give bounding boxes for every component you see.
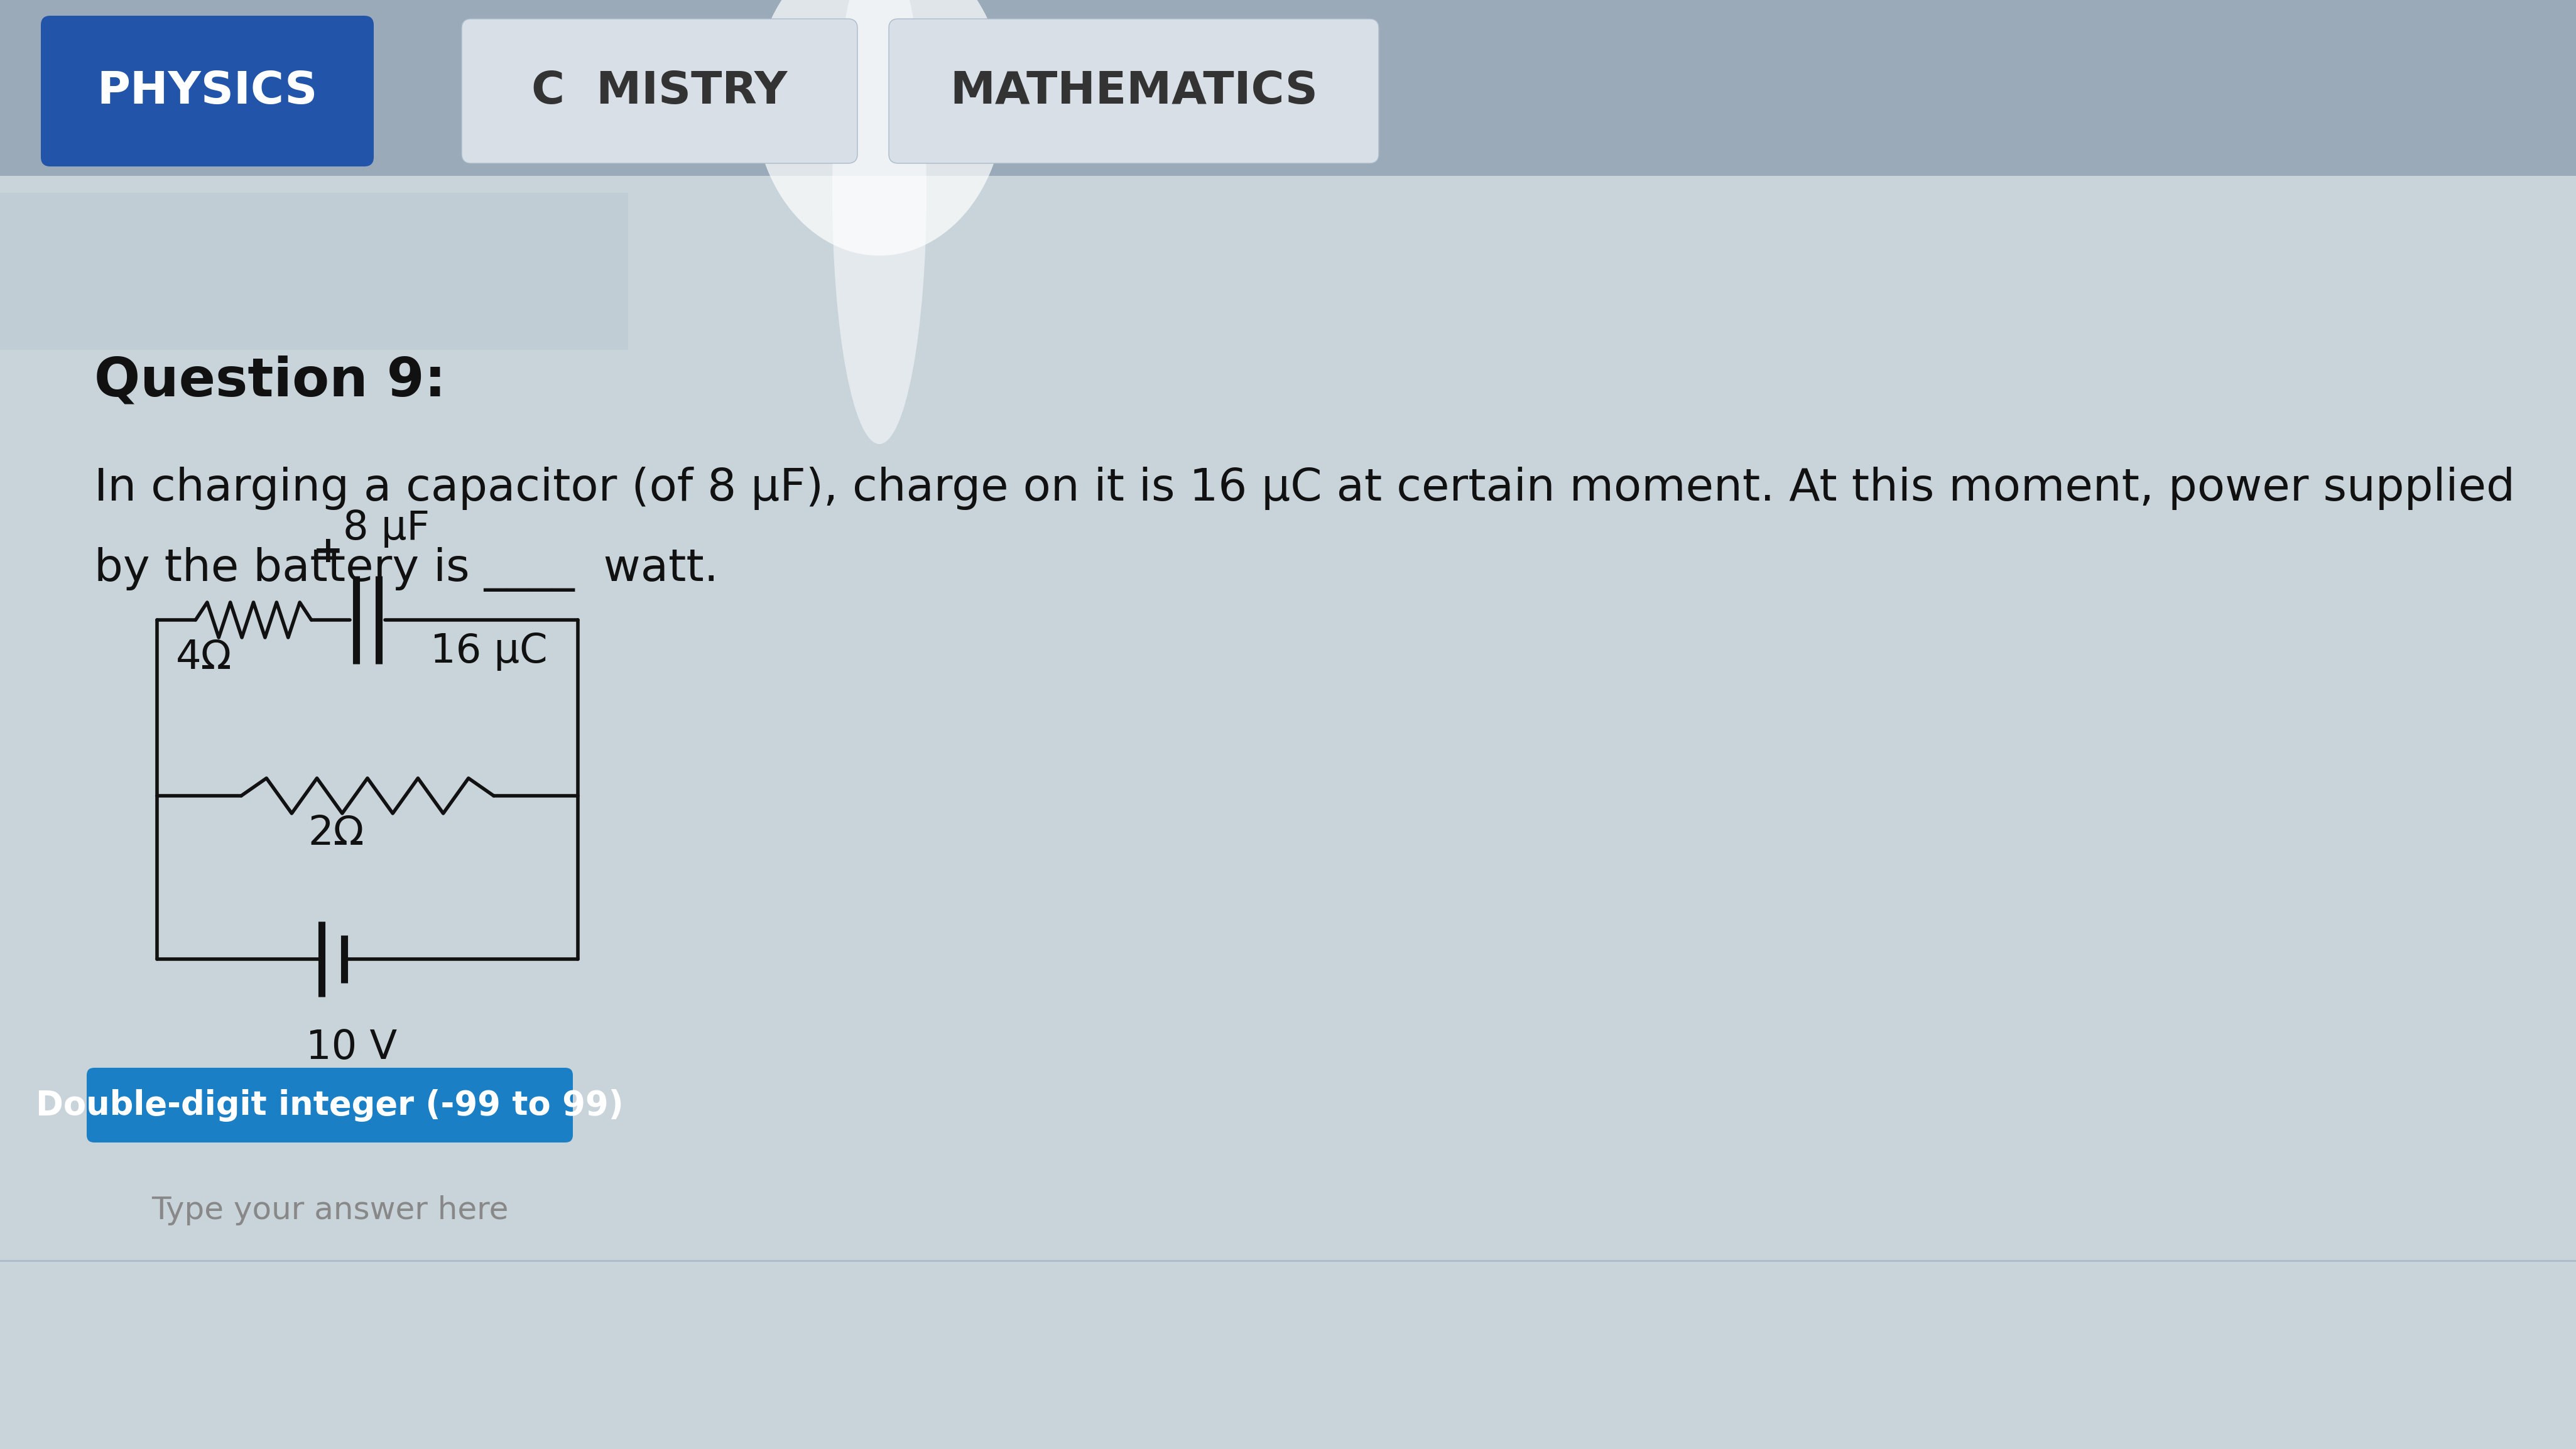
Bar [0,0,2576,175]
Text: PHYSICS: PHYSICS [98,70,317,113]
Ellipse shape [755,0,1005,255]
Text: 4Ω: 4Ω [175,638,232,677]
Text: In charging a capacitor (of 8 μF), charge on it is 16 μC at certain moment. At t: In charging a capacitor (of 8 μF), charg… [95,467,2514,510]
FancyBboxPatch shape [41,16,374,167]
Text: Type your answer here: Type your answer here [152,1195,507,1226]
Text: by the battery is ____  watt.: by the battery is ____ watt. [95,548,719,593]
FancyBboxPatch shape [88,1068,572,1142]
Text: 2Ω: 2Ω [309,814,363,853]
Text: 10 V: 10 V [307,1029,397,1066]
Text: MATHEMATICS: MATHEMATICS [951,70,1319,113]
Ellipse shape [832,0,927,443]
Text: 16 μC: 16 μC [430,632,549,671]
FancyBboxPatch shape [461,19,858,164]
Bar [0,175,2576,1449]
FancyBboxPatch shape [889,19,1378,164]
Text: +: + [312,533,343,569]
Text: 8 μF: 8 μF [343,509,430,548]
Text: Question 9:: Question 9: [95,355,446,407]
Text: C  MISTRY: C MISTRY [531,70,788,113]
Text: Double-digit integer (-99 to 99): Double-digit integer (-99 to 99) [36,1088,623,1122]
Bar [0,193,629,349]
